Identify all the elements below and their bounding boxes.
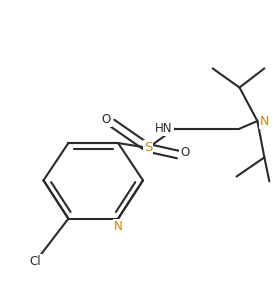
Text: N: N	[260, 115, 269, 128]
Text: Cl: Cl	[29, 255, 41, 268]
Text: S: S	[144, 141, 152, 154]
Text: O: O	[101, 113, 111, 126]
Text: N: N	[114, 220, 122, 233]
Text: HN: HN	[155, 122, 173, 135]
Text: O: O	[180, 146, 189, 159]
